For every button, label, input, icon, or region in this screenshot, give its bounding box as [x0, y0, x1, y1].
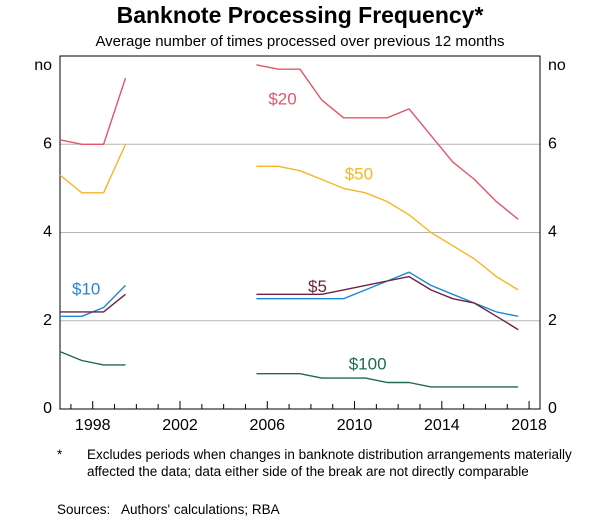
footnote-text: Excludes periods when changes in banknot…: [87, 447, 572, 479]
y-tick-label-right: 6: [548, 135, 557, 152]
chart-subtitle: Average number of times processed over p…: [95, 33, 505, 50]
series-50-label: $50: [345, 165, 373, 184]
y-tick-label-right: 4: [548, 224, 557, 241]
axis-labels: 0 0 2 2 4 4 6 6 no no 1998 2002 2006 2010 2014 2018: [34, 57, 566, 434]
series-20-line: [59, 77, 127, 146]
y-unit-label-right: no: [548, 57, 566, 74]
sources-label: Sources:: [57, 502, 111, 517]
series-100-line: [256, 373, 519, 388]
series-10-label: $10: [72, 279, 100, 298]
banknote-processing-chart: $20 $50 $10 $5 $100 0 0 2 2 4 4 6 6 no no 1998 2002 2006…: [34, 55, 566, 434]
series-50-line: [59, 144, 127, 194]
y-unit-label-left: no: [34, 57, 52, 74]
x-tick-label: 2014: [424, 417, 460, 434]
series-50-line: [256, 165, 519, 291]
x-tick-label: 2018: [511, 417, 547, 434]
x-axis-ticks: [70, 401, 530, 409]
series-5-label: $5: [308, 277, 327, 296]
series-lines: [59, 64, 519, 388]
series-5-line: [60, 293, 126, 313]
series-5-line: [256, 275, 519, 331]
x-tick-label: 2010: [337, 417, 373, 434]
series-20-line: [256, 64, 519, 220]
x-tick-label: 2006: [249, 417, 285, 434]
plot-frame: [59, 55, 541, 410]
y-tick-label-left: 2: [43, 312, 52, 329]
series-100-label: $100: [349, 354, 387, 373]
chart-title: Banknote Processing Frequency*: [116, 2, 484, 28]
footnote-mark: *: [57, 447, 63, 462]
series-100-line: [59, 350, 126, 366]
y-tick-label-left: 4: [43, 224, 52, 241]
series-labels: $20 $50 $10 $5 $100: [72, 90, 387, 374]
y-tick-label-right: 2: [548, 312, 557, 329]
y-tick-label-right: 0: [548, 400, 557, 417]
sources: Sources: Authors' calculations; RBA: [57, 502, 280, 517]
y-tick-label-left: 6: [43, 135, 52, 152]
x-tick-label: 1998: [75, 417, 111, 434]
sources-text: Authors' calculations; RBA: [121, 502, 280, 517]
series-20-label: $20: [268, 90, 296, 109]
gridlines: [60, 143, 540, 322]
x-tick-label: 2002: [162, 417, 198, 434]
y-tick-label-left: 0: [43, 400, 52, 417]
